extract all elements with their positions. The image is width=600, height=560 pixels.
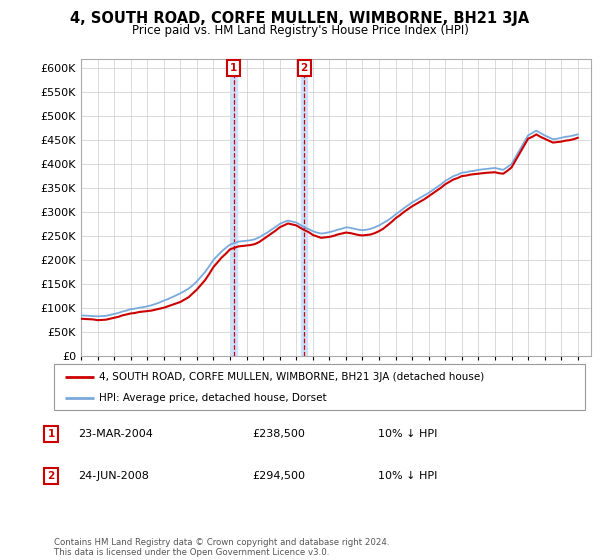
Bar	[230, 59, 236, 356]
Text: 4, SOUTH ROAD, CORFE MULLEN, WIMBORNE, BH21 3JA: 4, SOUTH ROAD, CORFE MULLEN, WIMBORNE, B…	[70, 11, 530, 26]
Text: HPI: Average price, detached house, Dorset: HPI: Average price, detached house, Dors…	[99, 394, 327, 403]
Text: Contains HM Land Registry data © Crown copyright and database right 2024.
This d: Contains HM Land Registry data © Crown c…	[54, 538, 389, 557]
Text: 2: 2	[47, 471, 55, 481]
Text: 1: 1	[230, 63, 237, 73]
Text: 10% ↓ HPI: 10% ↓ HPI	[378, 471, 437, 481]
Text: 23-MAR-2004: 23-MAR-2004	[78, 429, 153, 439]
FancyBboxPatch shape	[54, 364, 585, 410]
Text: 2: 2	[301, 63, 308, 73]
Text: Price paid vs. HM Land Registry's House Price Index (HPI): Price paid vs. HM Land Registry's House …	[131, 24, 469, 37]
Text: 4, SOUTH ROAD, CORFE MULLEN, WIMBORNE, BH21 3JA (detached house): 4, SOUTH ROAD, CORFE MULLEN, WIMBORNE, B…	[99, 372, 484, 382]
Bar	[301, 59, 307, 356]
Text: 1: 1	[47, 429, 55, 439]
Text: £238,500: £238,500	[252, 429, 305, 439]
Text: 24-JUN-2008: 24-JUN-2008	[78, 471, 149, 481]
Text: £294,500: £294,500	[252, 471, 305, 481]
Text: 10% ↓ HPI: 10% ↓ HPI	[378, 429, 437, 439]
